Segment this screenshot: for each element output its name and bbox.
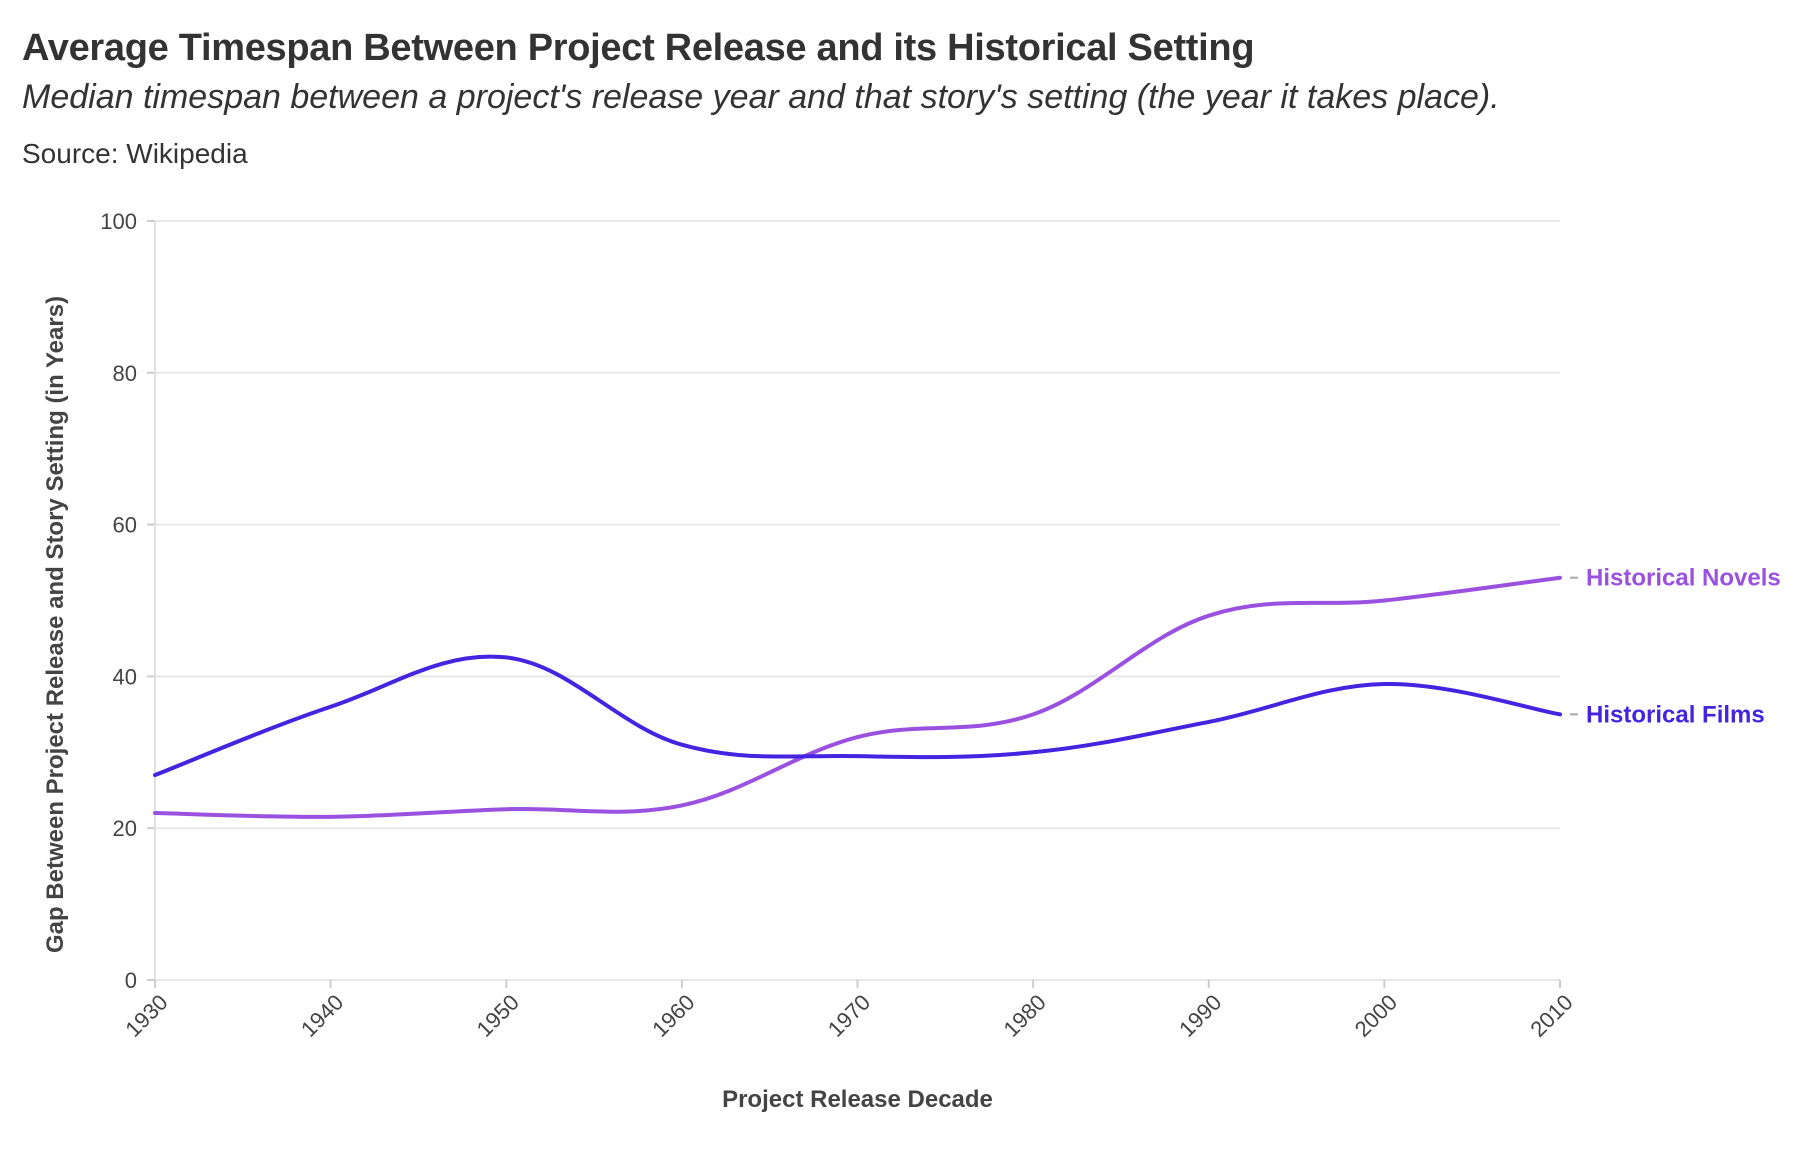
chart-source: Source: Wikipedia: [22, 138, 248, 169]
chart-subtitle: Median timespan between a project's rele…: [22, 78, 1500, 116]
series-lines: [153, 575, 1562, 819]
x-tick-label: 1990: [1174, 990, 1226, 1042]
x-tick-label: 2010: [1525, 990, 1577, 1042]
chart-header: Average Timespan Between Project Release…: [22, 22, 1782, 174]
y-tick-label: 0: [125, 968, 137, 993]
x-tick-label: 1980: [999, 990, 1051, 1042]
y-tick-label: 80: [113, 361, 137, 386]
chart-title: Average Timespan Between Project Release…: [22, 27, 1255, 69]
historical-films-label: Historical Films: [1586, 701, 1765, 728]
historical-novels-label: Historical Novels: [1586, 565, 1781, 592]
grid-lines: [155, 220, 1560, 981]
historical-novels-line: [153, 575, 1562, 819]
axes: 0 20 40 60 80 100 1930 1940 1950 1960 1970 1980 1990…: [100, 209, 1577, 1042]
historical-films-line: [153, 654, 1562, 778]
y-axis-title: Gap Between Project Release and Story Se…: [42, 296, 69, 953]
x-tick-label: 1970: [823, 990, 875, 1042]
y-tick-label: 60: [113, 513, 137, 538]
y-tick-label: 40: [113, 664, 137, 689]
series-labels: Historical Novels Historical Films: [1570, 565, 1781, 728]
x-tick-label: 1960: [647, 990, 699, 1042]
x-axis-title: Project Release Decade: [722, 1086, 993, 1113]
x-tick-label: 1930: [120, 990, 172, 1042]
x-tick-label: 2000: [1350, 990, 1402, 1042]
x-tick-label: 1950: [472, 990, 524, 1042]
y-tick-label: 100: [100, 209, 137, 234]
x-tick-label: 1940: [296, 990, 348, 1042]
y-tick-label: 20: [113, 816, 137, 841]
